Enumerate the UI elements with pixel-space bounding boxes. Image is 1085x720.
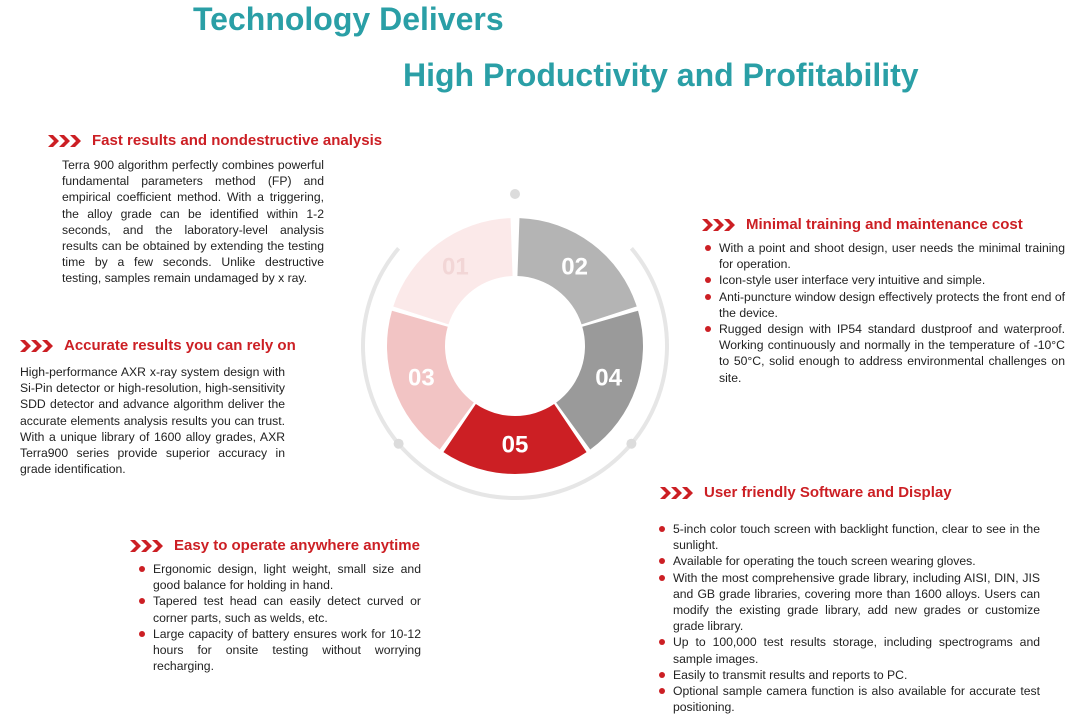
outer-ring-arc — [361, 247, 669, 501]
list-item: With the most comprehensive grade librar… — [659, 570, 1040, 635]
triple-chevron-icon — [130, 539, 164, 552]
feature-ring-diagram: 01 02 03 04 05 — [361, 189, 669, 501]
list-item: Ergonomic design, light weight, small si… — [139, 561, 421, 593]
section-heading-accurate-results: Accurate results you can rely on — [20, 337, 296, 354]
segment-04-label: 04 — [595, 365, 622, 392]
heading-label: Minimal training and maintenance cost — [746, 216, 1023, 233]
segment-01-arc — [393, 218, 513, 325]
section-heading-easy-operate: Easy to operate anywhere anytime — [130, 537, 420, 554]
segment-05-arc — [443, 404, 587, 475]
minimal-training-list: With a point and shoot design, user need… — [705, 240, 1065, 386]
ring-dot — [393, 438, 404, 449]
list-item: Available for operating the touch screen… — [659, 553, 1040, 569]
section-heading-minimal-training: Minimal training and maintenance cost — [702, 216, 1023, 233]
list-item: Large capacity of battery ensures work f… — [139, 626, 421, 675]
list-item: Anti-puncture window design effectively … — [705, 289, 1065, 321]
ring-dot — [510, 189, 520, 199]
heading-label: Fast results and nondestructive analysis — [92, 132, 383, 149]
triple-chevron-icon — [660, 486, 694, 499]
list-item: Easily to transmit results and reports t… — [659, 667, 1040, 683]
list-item: With a point and shoot design, user need… — [705, 240, 1065, 272]
list-item: Up to 100,000 test results storage, incl… — [659, 634, 1040, 666]
easy-operate-list: Ergonomic design, light weight, small si… — [139, 561, 421, 674]
triple-chevron-icon — [702, 218, 736, 231]
segment-03-label: 03 — [408, 365, 435, 392]
triple-chevron-icon — [20, 339, 54, 352]
ring-dot — [626, 438, 637, 449]
segment-02-label: 02 — [561, 253, 588, 280]
section-heading-software-display: User friendly Software and Display — [660, 484, 952, 501]
list-item: Tapered test head can easily detect curv… — [139, 593, 421, 625]
list-item: Rugged design with IP54 standard dustpro… — [705, 321, 1065, 386]
page-title-line-2: High Productivity and Profitability — [403, 57, 919, 93]
heading-label: Accurate results you can rely on — [64, 337, 296, 354]
list-item: Optional sample camera function is also … — [659, 683, 1040, 715]
section-heading-fast-results: Fast results and nondestructive analysis — [48, 132, 382, 149]
list-item: Icon-style user interface very intuitive… — [705, 272, 1065, 288]
software-display-list: 5-inch color touch screen with backlight… — [659, 521, 1040, 715]
page-title-line-1: Technology Delivers — [193, 1, 504, 37]
accurate-results-description: High-performance AXR x-ray system design… — [20, 365, 285, 477]
segment-04-arc — [556, 310, 643, 450]
fast-results-description: Terra 900 algorithm perfectly combines p… — [62, 158, 324, 286]
heading-label: Easy to operate anywhere anytime — [174, 537, 420, 554]
segment-03-arc — [387, 310, 474, 450]
segment-01-label: 01 — [442, 253, 469, 280]
list-item: 5-inch color touch screen with backlight… — [659, 521, 1040, 553]
segment-05-label: 05 — [502, 432, 529, 459]
triple-chevron-icon — [48, 134, 82, 147]
segment-02-arc — [517, 218, 637, 325]
heading-label: User friendly Software and Display — [704, 484, 952, 501]
